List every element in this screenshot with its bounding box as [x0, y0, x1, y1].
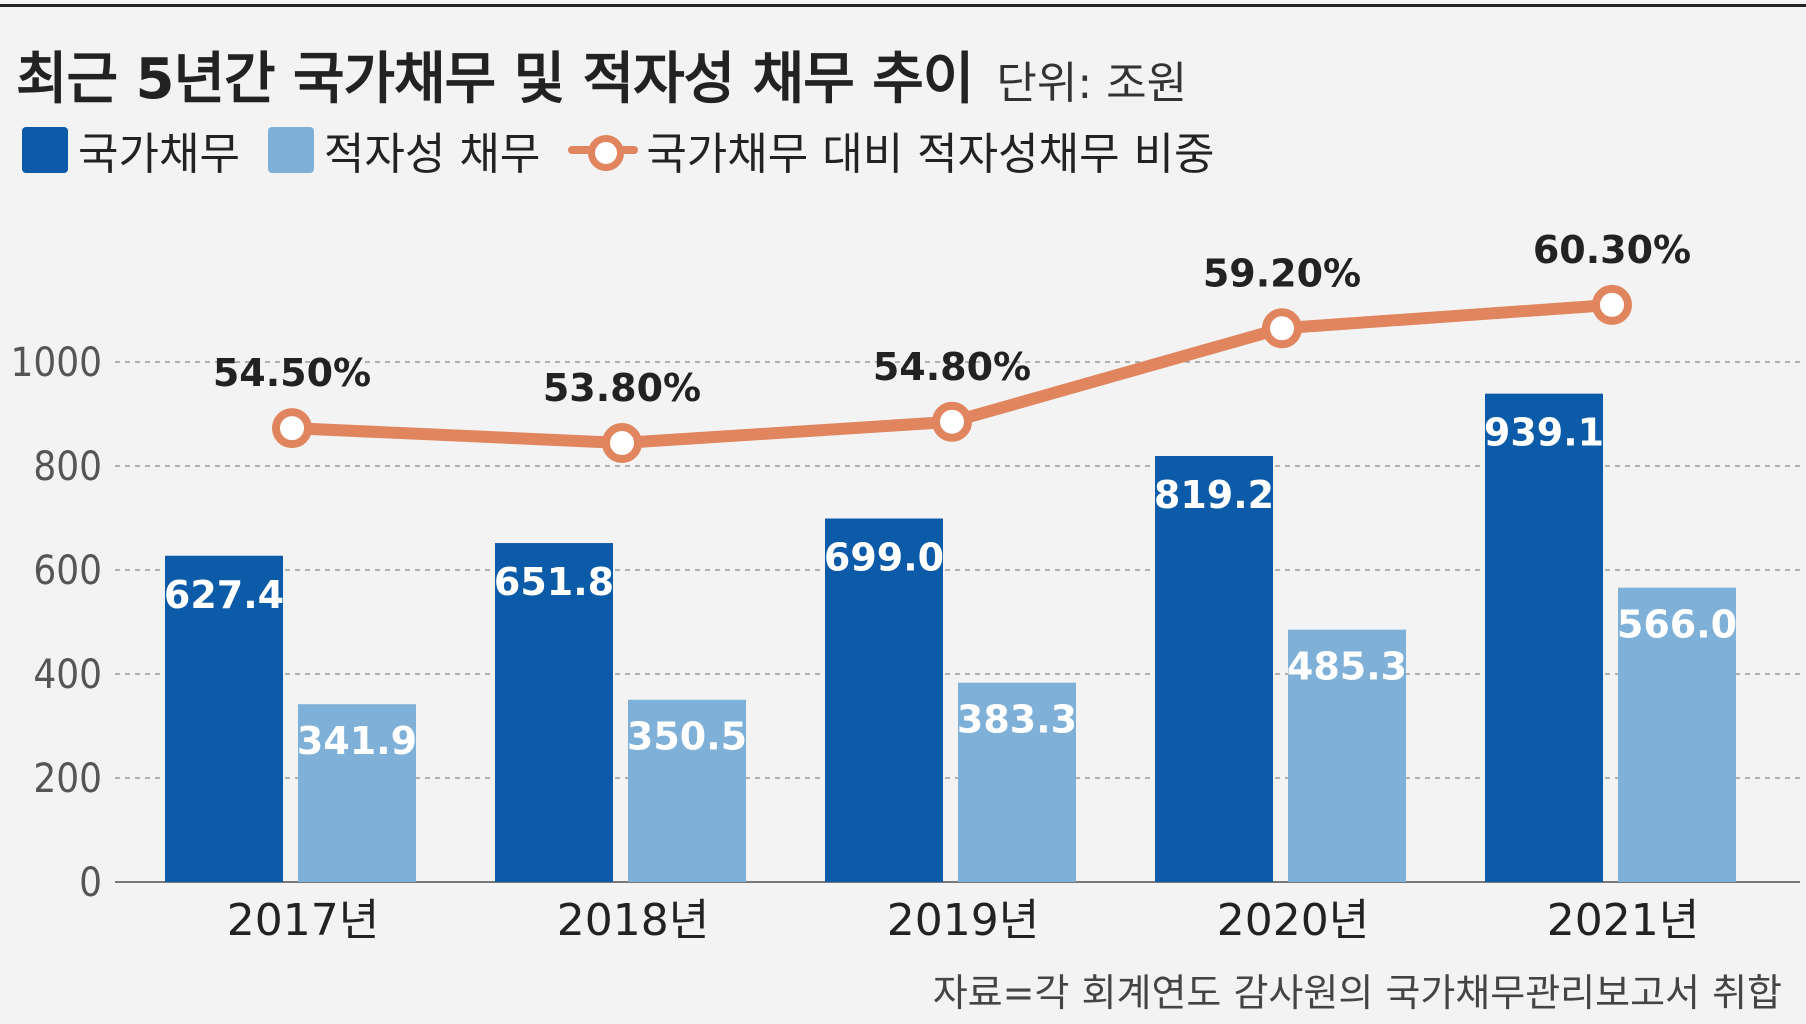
legend-item-national-debt: 국가채무 — [22, 118, 240, 182]
legend-label-ratio: 국가채무 대비 적자성채무 비중 — [646, 129, 1215, 180]
data-label-national-debt: 699.0 — [824, 536, 944, 580]
bar-national-debt — [165, 555, 283, 882]
ratio-data-label: 54.50% — [213, 351, 371, 395]
y-tick-label: 600 — [33, 548, 102, 594]
ratio-point — [1592, 284, 1632, 325]
ratio-point — [272, 408, 312, 449]
legend-label-national-debt: 국가채무 — [78, 129, 240, 180]
y-tick-label: 200 — [33, 756, 102, 802]
ratio-data-label: 54.80% — [873, 345, 1031, 389]
bar-deficit-debt — [958, 682, 1076, 882]
y-tick-label: 1000 — [10, 340, 102, 386]
x-tick-label: 2021년 — [1547, 895, 1699, 946]
ratio-point — [1262, 308, 1302, 349]
data-label-deficit-debt: 350.5 — [627, 715, 747, 759]
legend-swatch-deficit-debt — [267, 127, 314, 173]
ratio-data-label: 53.80% — [543, 366, 701, 410]
data-label-national-debt: 651.8 — [494, 560, 614, 604]
x-tick-label: 2019년 — [887, 895, 1039, 946]
chart-title: 최근 5년간 국가채무 및 적자성 채무 추이 — [16, 47, 974, 112]
unit-label: 단위: 조원 — [996, 58, 1188, 109]
y-tick-label: 800 — [33, 444, 102, 490]
ratio-point — [602, 423, 642, 463]
x-tick-label: 2017년 — [227, 895, 379, 946]
ratio-data-label: 59.20% — [1203, 251, 1361, 295]
legend-item-ratio: 국가채무 대비 적자성채무 비중 — [568, 118, 1215, 182]
bar-national-debt — [825, 518, 943, 882]
data-label-national-debt: 627.4 — [164, 573, 284, 617]
data-label-deficit-debt: 383.3 — [957, 698, 1077, 742]
data-label-deficit-debt: 485.3 — [1287, 645, 1407, 689]
data-label-deficit-debt: 341.9 — [297, 719, 417, 763]
ratio-data-label: 60.30% — [1533, 228, 1691, 272]
legend-line-marker-icon — [568, 127, 639, 173]
bar-deficit-debt — [298, 704, 416, 882]
bar-deficit-debt — [1618, 587, 1736, 882]
data-label-deficit-debt: 566.0 — [1617, 603, 1737, 647]
source-note: 자료=각 회계연도 감사원의 국가채무관리보고서 취합 — [932, 971, 1782, 1015]
legend-item-deficit-debt: 적자성 채무 — [267, 118, 541, 182]
data-label-national-debt: 819.2 — [1154, 473, 1274, 517]
x-tick-label: 2018년 — [557, 895, 709, 946]
data-label-national-debt: 939.1 — [1484, 411, 1604, 455]
top-rule — [0, 4, 1806, 7]
bar-national-debt — [1155, 456, 1273, 882]
y-tick-label: 0 — [79, 860, 102, 906]
bar-deficit-debt — [1288, 629, 1406, 882]
x-tick-label: 2020년 — [1217, 895, 1369, 946]
title-row: 최근 5년간 국가채무 및 적자성 채무 추이 단위: 조원 — [16, 34, 1187, 115]
legend: 국가채무 적자성 채무 국가채무 대비 적자성채무 비중 — [22, 118, 1243, 182]
legend-swatch-national-debt — [22, 127, 68, 173]
ratio-point — [932, 401, 972, 442]
bar-national-debt — [495, 543, 613, 882]
y-tick-label: 400 — [33, 652, 102, 698]
bar-deficit-debt — [628, 699, 746, 882]
bar-national-debt — [1485, 393, 1603, 882]
legend-label-deficit-debt: 적자성 채무 — [323, 129, 541, 180]
